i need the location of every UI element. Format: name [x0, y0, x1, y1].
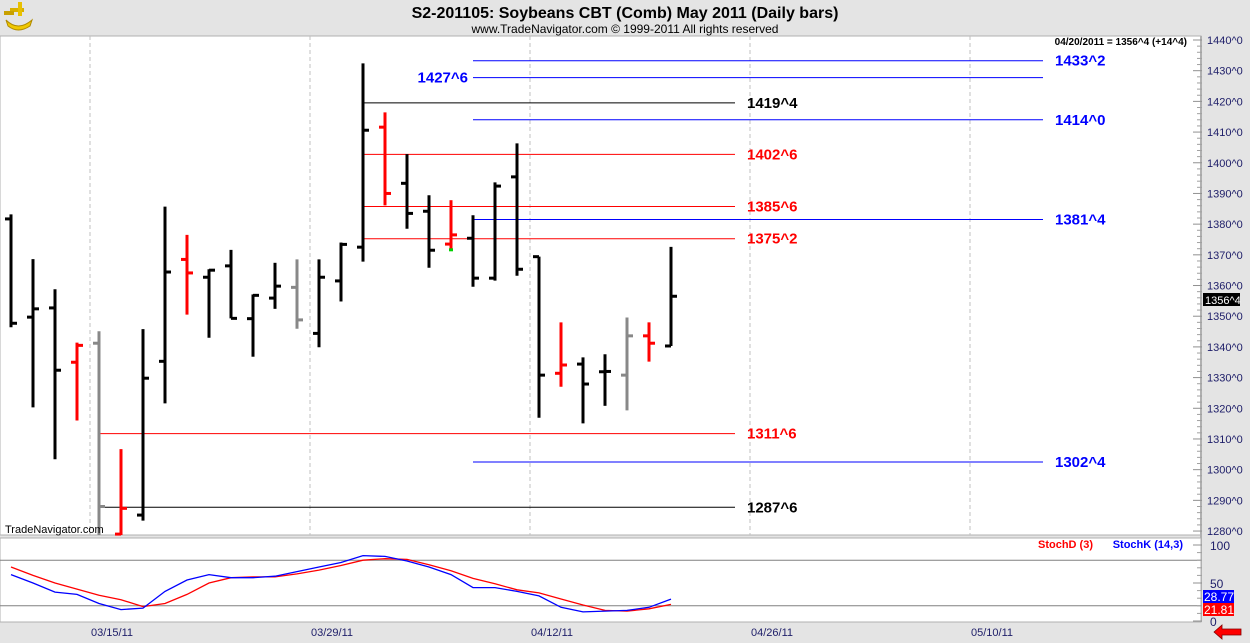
last-price-badge: 1356^4: [1203, 293, 1241, 307]
red-left-arrow-icon[interactable]: [1213, 624, 1242, 640]
ohlc-bar: [357, 63, 369, 262]
ohlc-bar: [643, 322, 655, 362]
ohlc-bar: [423, 195, 435, 268]
price-tick-label: 1340^0: [1207, 342, 1243, 354]
stoch-tick-label: 100: [1210, 539, 1230, 553]
level-label: 1427^6: [418, 70, 468, 87]
ohlc-bar: [445, 200, 457, 250]
ohlc-bar: [247, 293, 259, 357]
price-tick-label: 1410^0: [1207, 127, 1243, 139]
level-label: 1302^4: [1055, 454, 1106, 471]
watermark: TradeNavigator.com: [5, 524, 104, 536]
stochk-badge: 28.77: [1203, 590, 1234, 604]
date-tick-label: 03/15/11: [91, 627, 133, 639]
level-label: 1414^0: [1055, 112, 1105, 129]
level-label: 1419^4: [747, 95, 798, 112]
level-label: 1311^6: [747, 426, 797, 443]
price-tick-label: 1330^0: [1207, 373, 1243, 385]
price-tick-label: 1420^0: [1207, 96, 1243, 108]
ohlc-bar: [467, 215, 479, 287]
level-label: 1402^6: [747, 146, 797, 163]
stoch-tick-label: 50: [1210, 577, 1224, 591]
ohlc-bar: [555, 322, 567, 387]
ohlc-bar: [335, 242, 347, 302]
price-tick-label: 1370^0: [1207, 250, 1243, 262]
level-label: 1375^2: [747, 231, 797, 248]
ohlc-bar: [137, 329, 149, 521]
stochk-line: [10, 554, 672, 613]
ohlc-bar: [49, 289, 61, 460]
ohlc-bar: [599, 354, 611, 406]
copyright-subtitle: www.TradeNavigator.com © 1999-2011 All r…: [471, 22, 779, 36]
ohlc-bar: [115, 449, 127, 536]
ohlc-bar: [203, 268, 215, 338]
stochk-legend: StochK (14,3): [1113, 539, 1184, 551]
date-tick-label: 05/10/11: [971, 627, 1013, 639]
ohlc-bar: [269, 262, 281, 309]
ohlc-bar: [621, 317, 633, 411]
ohlc-bar: [379, 112, 391, 206]
ohlc-bar: [511, 143, 523, 276]
last-price-text: 1356^4: [1205, 295, 1241, 307]
chart-title: S2-201105: Soybeans CBT (Comb) May 2011 …: [412, 5, 839, 22]
price-panel: [0, 35, 1202, 536]
ohlc-bar: [93, 331, 105, 535]
price-axis: [1202, 36, 1250, 626]
price-tick-label: 1400^0: [1207, 158, 1243, 170]
level-label: 1381^4: [1055, 212, 1106, 229]
ohlc-bar: [313, 259, 325, 348]
date-tick-label: 03/29/11: [311, 627, 353, 639]
stoch-tick-label: 0: [1210, 615, 1217, 629]
ohlc-bar: [181, 234, 193, 315]
level-label: 1385^6: [747, 198, 797, 215]
price-tick-label: 1310^0: [1207, 434, 1243, 446]
ohlc-bar: [665, 246, 677, 348]
price-tick-label: 1380^0: [1207, 219, 1243, 231]
price-tick-label: 1320^0: [1207, 403, 1243, 415]
price-tick-label: 1440^0: [1207, 35, 1243, 47]
header-band: [0, 0, 1250, 35]
price-tick-label: 1280^0: [1207, 526, 1243, 538]
date-tick-label: 04/12/11: [531, 627, 573, 639]
ohlc-bar: [159, 206, 171, 404]
ohlc-bar: [401, 154, 413, 229]
price-tick-label: 1360^0: [1207, 281, 1243, 293]
ohlc-bar: [577, 357, 589, 424]
ohlc-bar: [71, 342, 83, 421]
ohlc-bar: [5, 214, 17, 328]
sextant-logo: [4, 2, 34, 31]
price-tick-label: 1290^0: [1207, 495, 1243, 507]
stochd-badge: 21.81: [1203, 603, 1234, 617]
price-tick-label: 1430^0: [1207, 66, 1243, 78]
level-label: 1433^2: [1055, 53, 1105, 70]
stochd-value: 21.81: [1204, 603, 1234, 617]
price-tick-label: 1300^0: [1207, 465, 1243, 477]
stochd-line: [10, 558, 672, 612]
price-tick-label: 1350^0: [1207, 311, 1243, 323]
last-bar-readout: 04/20/2011 = 1356^4 (+14^4): [1055, 37, 1187, 48]
ohlc-bar: [489, 182, 501, 281]
stochd-legend: StochD (3): [1038, 539, 1093, 551]
signal-marker: [449, 248, 453, 252]
ohlc-bar: [291, 259, 303, 329]
stochastic-panel: [0, 537, 1202, 623]
ohlc-bar: [533, 255, 545, 418]
stochk-value: 28.77: [1204, 590, 1234, 604]
ohlc-bar: [225, 249, 237, 320]
level-label: 1287^6: [747, 499, 797, 516]
ohlc-bar: [27, 259, 39, 408]
date-tick-label: 04/26/11: [751, 627, 793, 639]
price-tick-label: 1390^0: [1207, 188, 1243, 200]
